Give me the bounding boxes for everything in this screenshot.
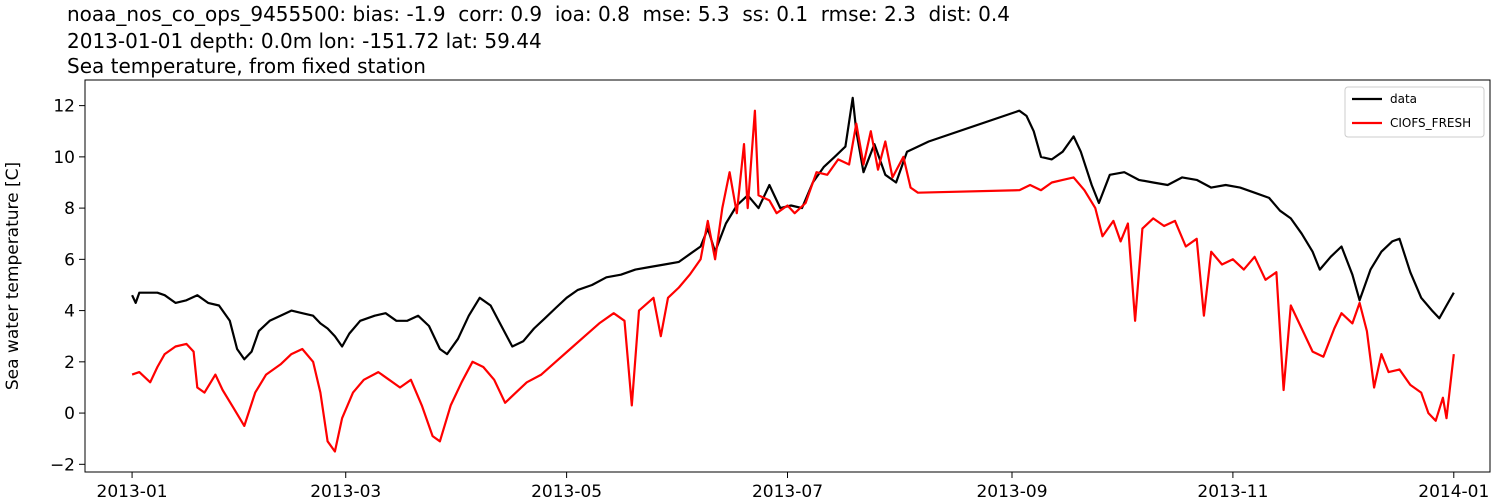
x-tick-label: 2013-03 — [310, 482, 381, 500]
legend-label: data — [1390, 92, 1417, 106]
y-axis-label: Sea water temperature [C] — [3, 162, 23, 390]
y-tick-label: 2 — [64, 353, 75, 373]
y-tick-label: 6 — [64, 250, 75, 270]
x-tick-label: 2013-09 — [976, 482, 1047, 500]
x-tick-label: 2013-11 — [1197, 482, 1268, 500]
x-tick-label: 2013-01 — [97, 482, 168, 500]
x-tick-label: 2013-05 — [531, 482, 602, 500]
title-line-location: 2013-01-01 depth: 0.0m lon: -151.72 lat:… — [67, 29, 542, 53]
y-tick-label: 0 — [64, 404, 75, 424]
y-tick-label: 4 — [64, 302, 75, 322]
x-tick-label: 2014-01 — [1418, 482, 1489, 500]
series-layer — [131, 96, 1455, 453]
x-tick-label: 2013-07 — [752, 482, 823, 500]
y-tick-label: −2 — [50, 455, 75, 475]
series-line-ciofs-fresh — [131, 109, 1455, 453]
legend-label: CIOFS_FRESH — [1390, 116, 1471, 130]
y-tick-label: 12 — [53, 97, 75, 117]
y-tick-label: 8 — [64, 199, 75, 219]
x-axis-ticks: 2013-01 2013-03 2013-05 2013-07 2013-09 2013-… — [97, 472, 1489, 500]
y-axis-ticks: −2 0 2 4 6 8 10 12 — [50, 97, 85, 475]
series-line-data — [131, 96, 1455, 361]
plot-frame — [84, 79, 1491, 473]
title-line-description: Sea temperature, from fixed station — [67, 54, 426, 78]
y-tick-label: 10 — [53, 148, 75, 168]
legend: data CIOFS_FRESH — [1344, 86, 1485, 138]
title-line-metrics: noaa_nos_co_ops_9455500: bias: -1.9 corr… — [67, 2, 1010, 26]
